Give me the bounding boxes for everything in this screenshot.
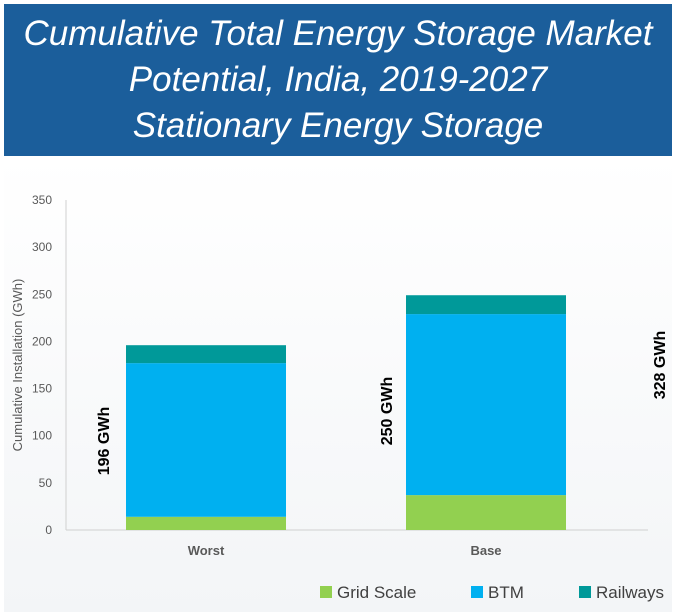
legend-label-btm: BTM [488,583,524,602]
legend-swatch-railways [579,586,591,598]
y-tick-label: 50 [39,476,53,490]
bar-base-btm [406,314,566,496]
title-banner: Cumulative Total Energy Storage Market P… [4,4,672,156]
x-tick-label: Worst [188,543,225,558]
bar-worst-btm [126,363,286,517]
y-tick-label: 0 [45,523,52,537]
title-line-2: Potential, India, 2019-2027 [128,60,548,99]
y-tick-label: 350 [32,193,52,207]
y-tick-label: 300 [32,240,52,254]
y-tick-label: 250 [32,287,52,301]
legend-label-grid-scale: Grid Scale [337,583,416,602]
y-tick-label: 150 [32,382,52,396]
bar-base-railways [406,295,566,315]
y-tick-label: 100 [32,429,52,443]
legend-swatch-grid-scale [320,586,332,598]
title-line-1: Cumulative Total Energy Storage Market [23,14,653,53]
annotation-base-total: 250 GWh [379,377,396,445]
bar-worst-railways [126,345,286,364]
title-line-3: Stationary Energy Storage [132,106,544,145]
annotation-worst-total: 196 GWh [96,407,113,475]
y-tick-label: 200 [32,334,52,348]
x-tick-label: Base [470,543,501,558]
bar-base-grid-scale [406,495,566,530]
y-axis-label: Cumulative Installation (GWh) [10,279,25,452]
legend-swatch-btm [471,586,483,598]
legend-label-railways: Railways [596,583,664,602]
bar-worst-grid-scale [126,516,286,530]
annotation-best-total: 328 GWh [652,331,669,399]
